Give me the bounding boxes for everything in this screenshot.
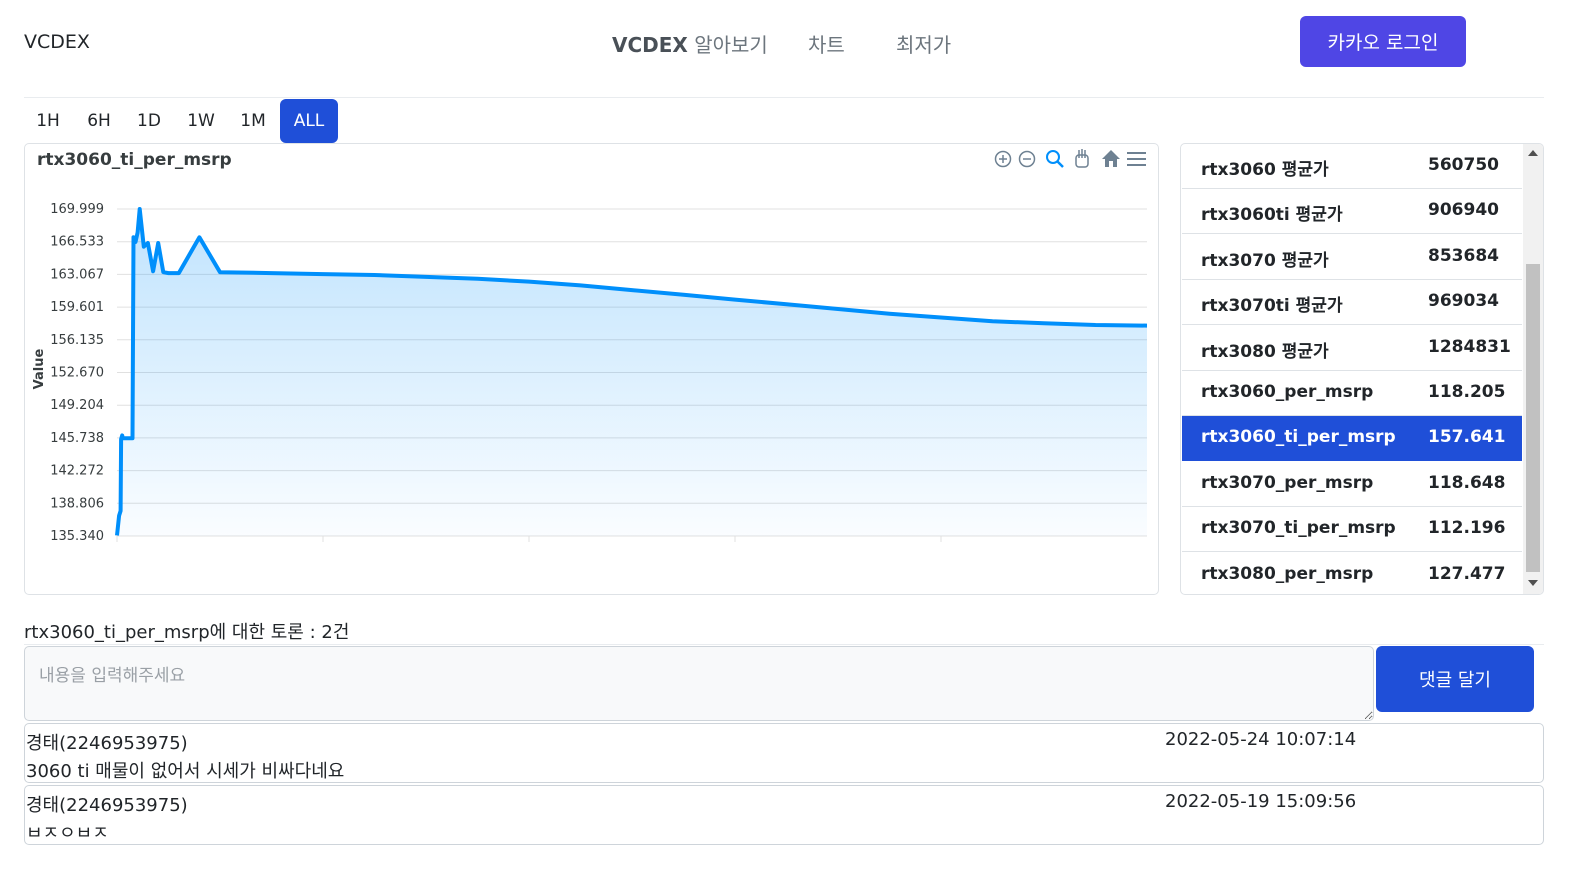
series-line xyxy=(115,207,1148,536)
price-chart: rtx3060_ti_per_msrp Value 169.999 166.533… xyxy=(32,149,1148,544)
comment-item: 경태(2246953975) 2022-05-24 10:07:14 3060 … xyxy=(24,723,1544,783)
zoom-out-icon[interactable] xyxy=(1018,150,1036,168)
metric-value: 127.477 xyxy=(1428,563,1506,584)
x-axis-ticks xyxy=(116,536,942,542)
metric-name: rtx3070_ti_per_msrp xyxy=(1201,518,1396,539)
kakao-login-button[interactable]: 카카오 로그인 xyxy=(1300,16,1466,67)
comment-author: 경태(2246953975) xyxy=(26,795,188,816)
range-1w-button[interactable]: 1W xyxy=(178,99,224,143)
y-tick-label: 135.340 xyxy=(50,529,104,544)
metric-list-item[interactable]: rtx3080 평균가 1284831 xyxy=(1182,326,1522,371)
nav-about-link[interactable]: VCDEX 알아보기 xyxy=(612,29,768,58)
y-axis-ticks: 169.999 166.533 163.067 159.601 156.135 152.6… xyxy=(50,202,104,544)
chart-toolbar xyxy=(994,149,1146,168)
nav-divider xyxy=(24,97,1544,98)
nav-lowest-price-link[interactable]: 최저가 xyxy=(896,33,952,57)
range-1m-button[interactable]: 1M xyxy=(230,99,276,143)
pan-icon[interactable] xyxy=(1075,149,1089,168)
metric-name: rtx3060 평균가 xyxy=(1201,160,1329,180)
scroll-up-arrow-icon[interactable] xyxy=(1528,150,1538,156)
y-tick-label: 159.601 xyxy=(50,300,104,315)
metric-value: 853684 xyxy=(1428,245,1499,266)
y-axis-label: Value xyxy=(32,348,47,389)
y-tick-label: 156.135 xyxy=(50,333,104,348)
series-area xyxy=(117,209,1147,536)
comment-body: 3060 ti 매물이 없어서 시세가 비싸다네요 xyxy=(26,761,345,782)
comment-item: 경태(2246953975) 2022-05-19 15:09:56 ㅂㅈㅇㅂㅈ xyxy=(24,785,1544,845)
metric-value: 118.648 xyxy=(1428,472,1506,493)
metric-list-item[interactable]: rtx3060ti 평균가 906940 xyxy=(1182,189,1522,235)
metric-value: 906940 xyxy=(1428,200,1499,221)
nav-about-rest: 알아보기 xyxy=(687,33,768,57)
comment-author: 경태(2246953975) xyxy=(26,733,188,754)
comment-body: ㅂㅈㅇㅂㅈ xyxy=(26,823,109,844)
metric-value: 112.196 xyxy=(1428,518,1506,539)
nav-about-bold: VCDEX xyxy=(612,33,688,57)
range-6h-button[interactable]: 6H xyxy=(76,99,122,143)
nav-chart-link[interactable]: 차트 xyxy=(808,33,845,57)
discussion-title: rtx3060_ti_per_msrp에 대한 토론 : 2건 xyxy=(24,622,350,643)
y-tick-label: 138.806 xyxy=(50,496,104,511)
metric-list-item[interactable]: rtx3070 평균가 853684 xyxy=(1182,235,1522,280)
range-all-button[interactable]: ALL xyxy=(280,99,338,143)
metric-name: rtx3070_per_msrp xyxy=(1201,472,1374,493)
discussion-divider xyxy=(24,644,1544,645)
metric-name: rtx3070 평균가 xyxy=(1201,250,1329,271)
metric-name: rtx3060_per_msrp xyxy=(1201,382,1374,402)
top-navbar: VCDEX VCDEX 알아보기 차트 최저가 카카오 로그인 xyxy=(0,0,1588,98)
metric-list-item[interactable]: rtx3060_ti_per_msrp 157.641 xyxy=(1182,416,1522,462)
y-tick-label: 163.067 xyxy=(50,267,104,282)
metric-name: rtx3080_per_msrp xyxy=(1201,563,1374,584)
selection-zoom-icon[interactable] xyxy=(1046,150,1064,168)
chart-title: rtx3060_ti_per_msrp xyxy=(37,150,232,170)
y-tick-label: 152.670 xyxy=(50,366,104,381)
metric-list-item[interactable]: rtx3070_ti_per_msrp 112.196 xyxy=(1182,507,1522,553)
menu-icon[interactable] xyxy=(1127,152,1146,166)
metric-value: 1284831 xyxy=(1428,336,1511,357)
metric-name: rtx3080 평균가 xyxy=(1201,341,1329,362)
list-scrollbar[interactable] xyxy=(1523,144,1543,594)
metric-list-item[interactable]: rtx3070_per_msrp 118.648 xyxy=(1182,462,1522,507)
reset-home-icon[interactable] xyxy=(1102,150,1120,167)
metric-name: rtx3060ti 평균가 xyxy=(1201,205,1343,226)
metric-name: rtx3070ti 평균가 xyxy=(1201,296,1343,317)
metric-value: 969034 xyxy=(1428,291,1499,312)
y-tick-label: 166.533 xyxy=(50,235,104,250)
y-tick-label: 149.204 xyxy=(50,398,104,413)
metric-list-item[interactable]: rtx3060 평균가 560750 xyxy=(1182,144,1522,189)
y-tick-label: 142.272 xyxy=(50,464,104,479)
comment-timestamp: 2022-05-19 15:09:56 xyxy=(1165,791,1357,812)
range-1d-button[interactable]: 1D xyxy=(128,99,170,143)
comment-timestamp: 2022-05-24 10:07:14 xyxy=(1165,729,1357,750)
metric-value: 560750 xyxy=(1428,155,1499,175)
metric-list: rtx3060 평균가 560750 rtx3060ti 평균가 906940 rtx3… xyxy=(1180,143,1544,595)
comment-input[interactable] xyxy=(24,646,1374,721)
metric-value: 157.641 xyxy=(1428,427,1506,448)
zoom-in-icon[interactable] xyxy=(994,150,1012,168)
scroll-thumb[interactable] xyxy=(1526,264,1540,572)
metric-value: 118.205 xyxy=(1428,382,1506,402)
range-1h-button[interactable]: 1H xyxy=(26,99,70,143)
y-tick-label: 145.738 xyxy=(50,431,104,446)
submit-comment-button[interactable]: 댓글 달기 xyxy=(1376,646,1534,712)
metric-list-item[interactable]: rtx3060_per_msrp 118.205 xyxy=(1182,371,1522,416)
chart-panel: rtx3060_ti_per_msrp Value 169.999 166.533… xyxy=(24,143,1159,595)
brand-logo[interactable]: VCDEX xyxy=(24,31,90,53)
y-tick-label: 169.999 xyxy=(50,202,104,217)
scroll-down-arrow-icon[interactable] xyxy=(1528,580,1538,586)
metric-name: rtx3060_ti_per_msrp xyxy=(1201,427,1396,448)
metric-list-item[interactable]: rtx3080_per_msrp 127.477 xyxy=(1182,553,1522,594)
metric-list-item[interactable]: rtx3070ti 평균가 969034 xyxy=(1182,280,1522,326)
